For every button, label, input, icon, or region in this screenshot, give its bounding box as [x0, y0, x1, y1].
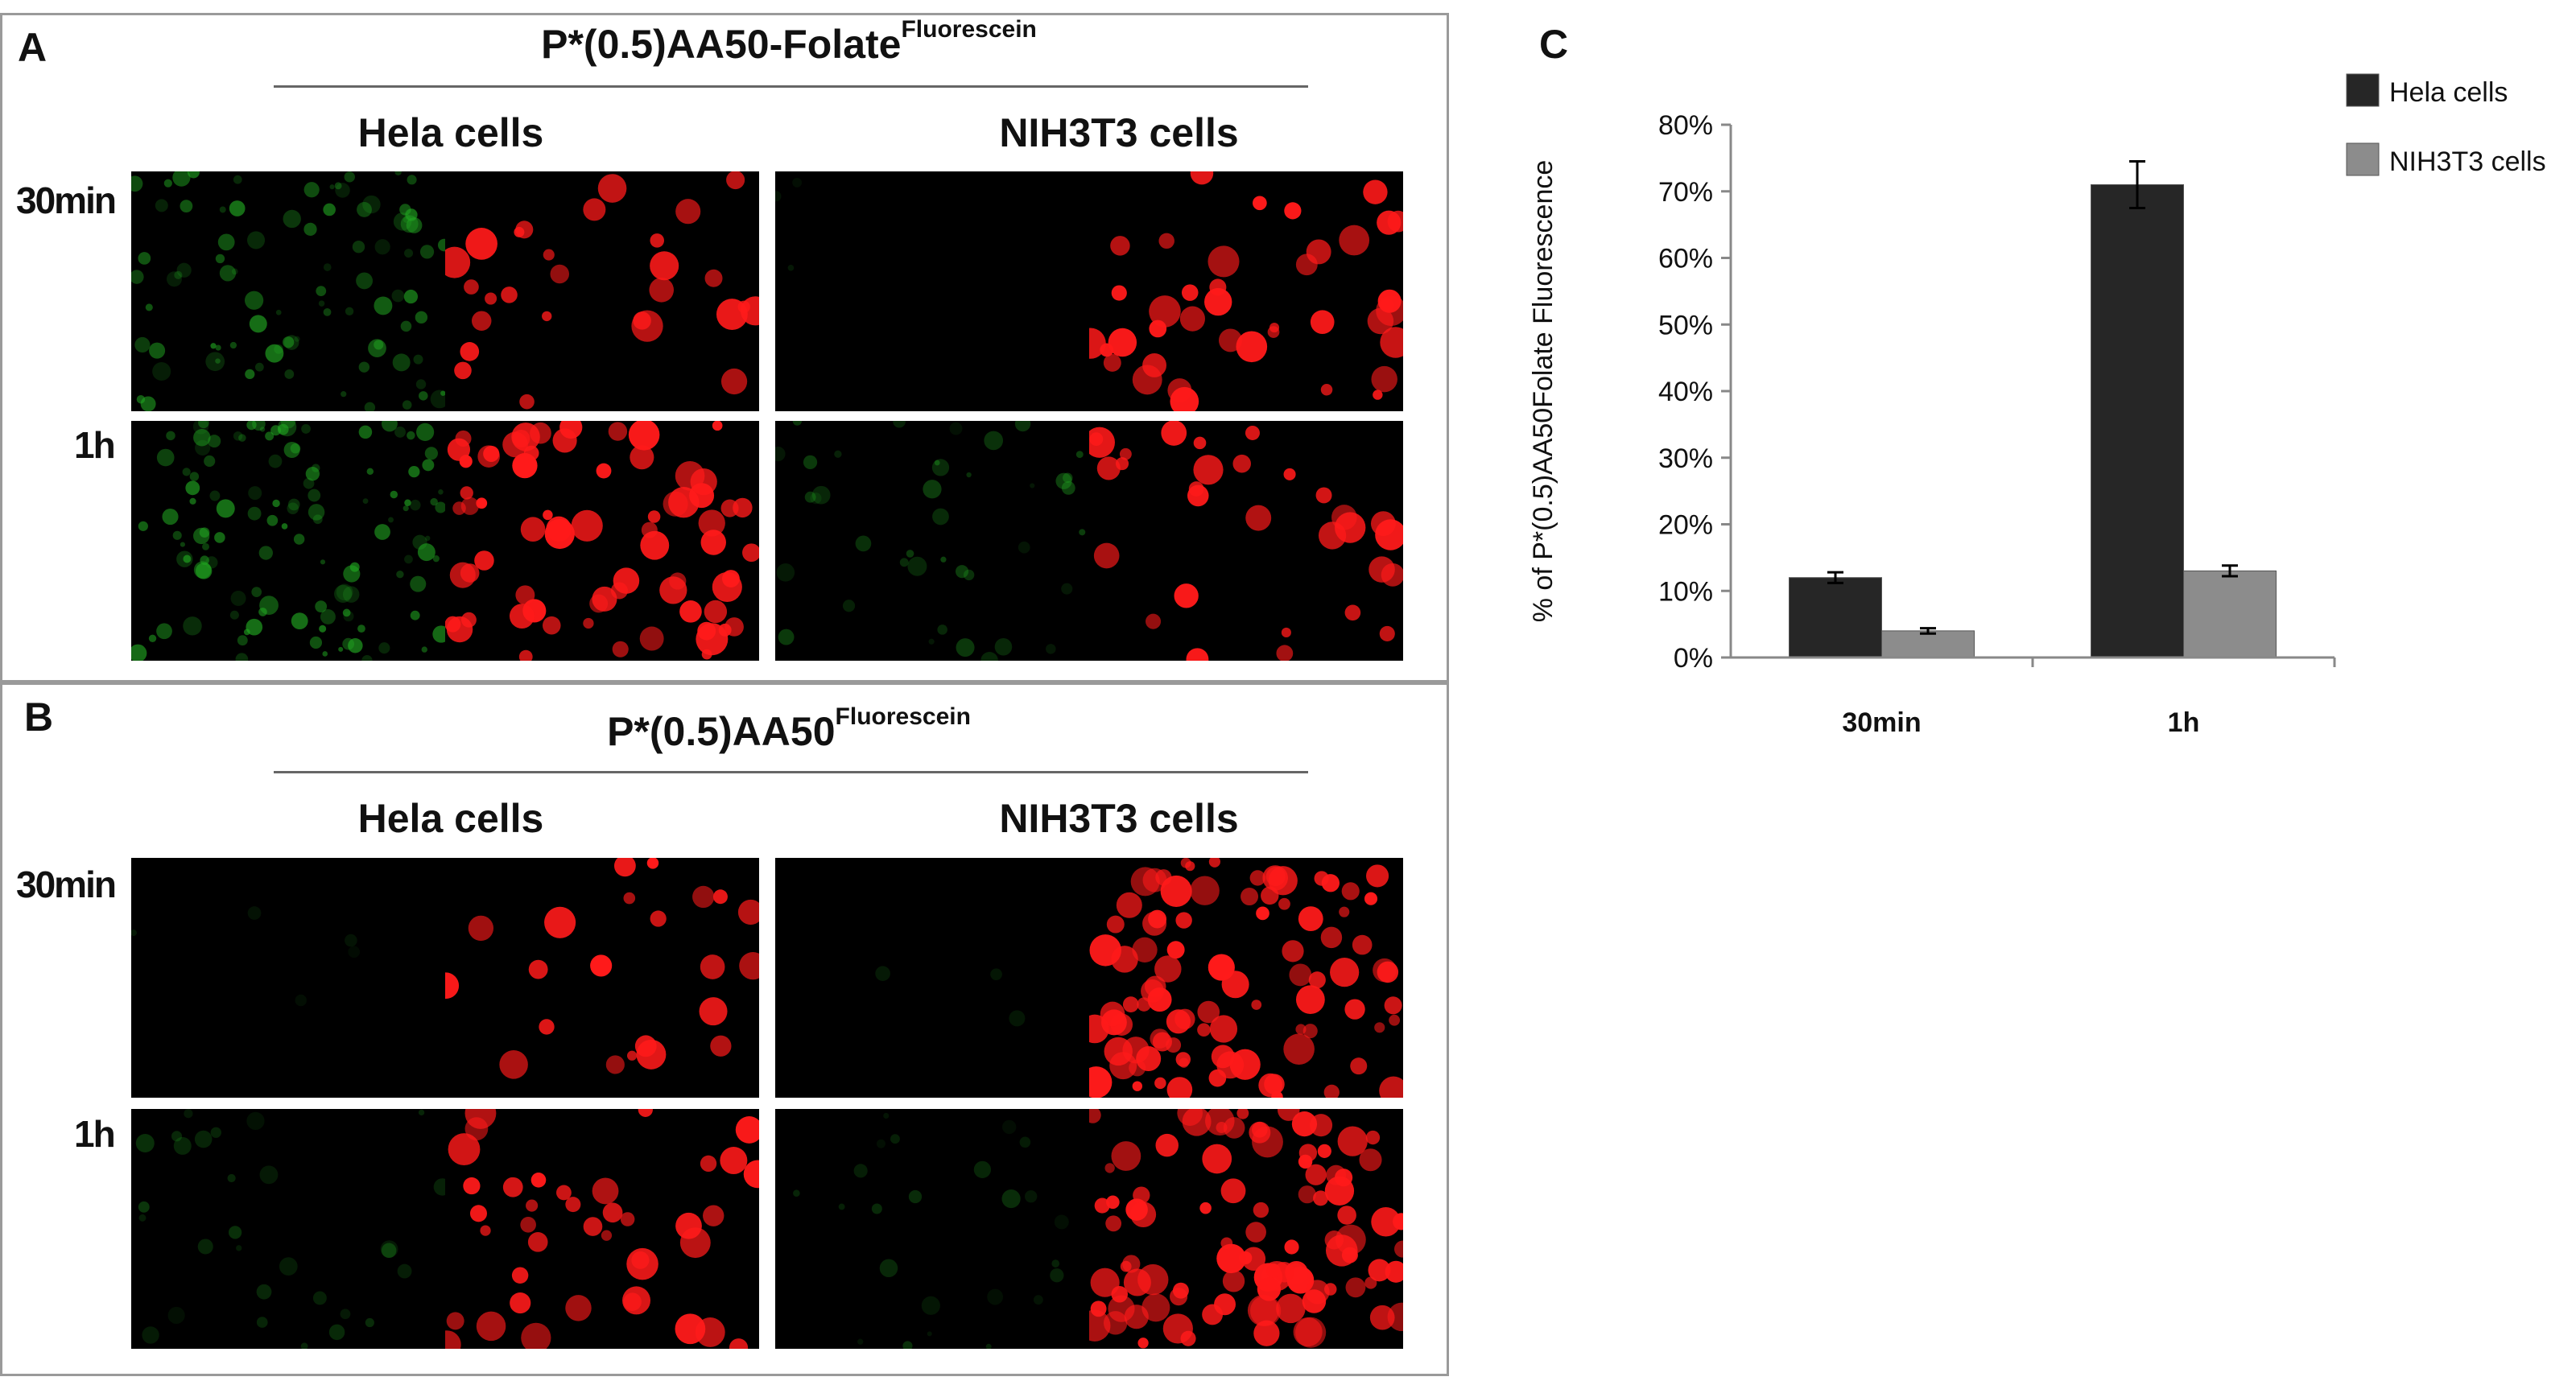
micrograph-a-1h-hela-red: [445, 421, 759, 661]
y-tick-label: 80%: [1658, 110, 1713, 141]
legend: Hela cells NIH3T3 cells: [2346, 73, 2546, 177]
panel-a-nih3t3-label: NIH3T3 cells: [999, 110, 1239, 155]
panel-b-title-rule: [274, 771, 1308, 773]
panel-b-time-1h: 1h: [74, 1113, 116, 1155]
panel-b-title: P*(0.5)AA50Fluorescein: [274, 703, 1304, 755]
bar-nih3t3-cells-1h: [2183, 570, 2277, 658]
panel-a-time-30min: 30min: [16, 179, 117, 221]
micrograph-b-30min-nih3t3-green: [775, 858, 1089, 1098]
micrograph-a-30min-nih3t3-red: [1089, 171, 1403, 411]
panel-b-hela-label: Hela cells: [357, 796, 544, 841]
panel-a-title-main: P*(0.5)AA50-Folate: [541, 22, 902, 67]
y-tick-label: 10%: [1658, 576, 1713, 607]
bar-hela-cells-30min: [1789, 577, 1882, 658]
y-axis-ticks: 0% 10% 20% 30% 40% 50% 60% 70% 80%: [1658, 110, 2336, 674]
micrograph-a-30min-hela-green: [131, 171, 445, 411]
y-tick-label: 40%: [1658, 377, 1713, 407]
y-tick-label: 30%: [1658, 443, 1713, 474]
panel-a-time-1h: 1h: [74, 424, 116, 466]
bar-hela-cells-1h: [2091, 183, 2184, 658]
micrograph-b-1h-nih3t3-green: [775, 1109, 1089, 1349]
micrograph-a-30min-nih3t3-green: [775, 171, 1089, 411]
micrograph-b-1h-nih3t3-red: [1089, 1109, 1403, 1349]
bar-nih3t3-cells-30min: [1881, 630, 1975, 658]
panel-a-hela-label: Hela cells: [357, 110, 544, 155]
panel-b-letter: B: [24, 695, 54, 740]
y-tick-label: 50%: [1658, 310, 1713, 340]
micrograph-a-1h-nih3t3-red: [1089, 421, 1403, 661]
legend-swatch: [2346, 142, 2380, 176]
x-axis-labels: 30min 1h: [1842, 707, 2199, 738]
y-tick-label: 0%: [1674, 643, 1713, 674]
panel-a-title-rule: [274, 85, 1308, 88]
panel-c-letter: C: [1539, 22, 1569, 67]
bar-marks: [1789, 160, 2277, 658]
micrograph-b-1h-hela-red: [445, 1109, 759, 1349]
panel-b-title-main: P*(0.5)AA50: [607, 709, 836, 754]
micrograph-b-30min-hela-red: [445, 858, 759, 1098]
micrograph-a-1h-hela-green: [131, 421, 445, 661]
legend-label: NIH3T3 cells: [2389, 146, 2546, 177]
bar-chart: 0% 10% 20% 30% 40% 50% 60% 70% 80% 30min 1h Hela …: [1528, 73, 2546, 738]
x-tick-label: 30min: [1842, 707, 1921, 738]
y-axis-label: % of P*(0.5)AA50Folate Fluorescence: [1528, 160, 1558, 623]
y-tick-label: 70%: [1658, 177, 1713, 208]
micrograph-b-30min-nih3t3-red: [1089, 858, 1403, 1098]
micrograph-b-1h-hela-green: [131, 1109, 445, 1349]
micrograph-a-30min-hela-red: [445, 171, 759, 411]
micrograph-b-30min-hela-green: [131, 858, 445, 1098]
panel-a-title-sup: Fluorescein: [901, 16, 1037, 43]
y-tick-label: 20%: [1658, 510, 1713, 541]
micrograph-a-1h-nih3t3-green: [775, 421, 1089, 661]
panel-b-time-30min: 30min: [16, 864, 117, 905]
panel-b-title-sup: Fluorescein: [835, 703, 971, 730]
y-tick-label: 60%: [1658, 244, 1713, 274]
panel-a-letter: A: [18, 25, 47, 70]
x-tick-label: 1h: [2168, 707, 2200, 738]
legend-label: Hela cells: [2389, 77, 2508, 108]
panel-b-nih3t3-label: NIH3T3 cells: [999, 796, 1239, 841]
panel-a-title: P*(0.5)AA50-FolateFluorescein: [274, 16, 1304, 68]
legend-swatch: [2346, 73, 2380, 107]
